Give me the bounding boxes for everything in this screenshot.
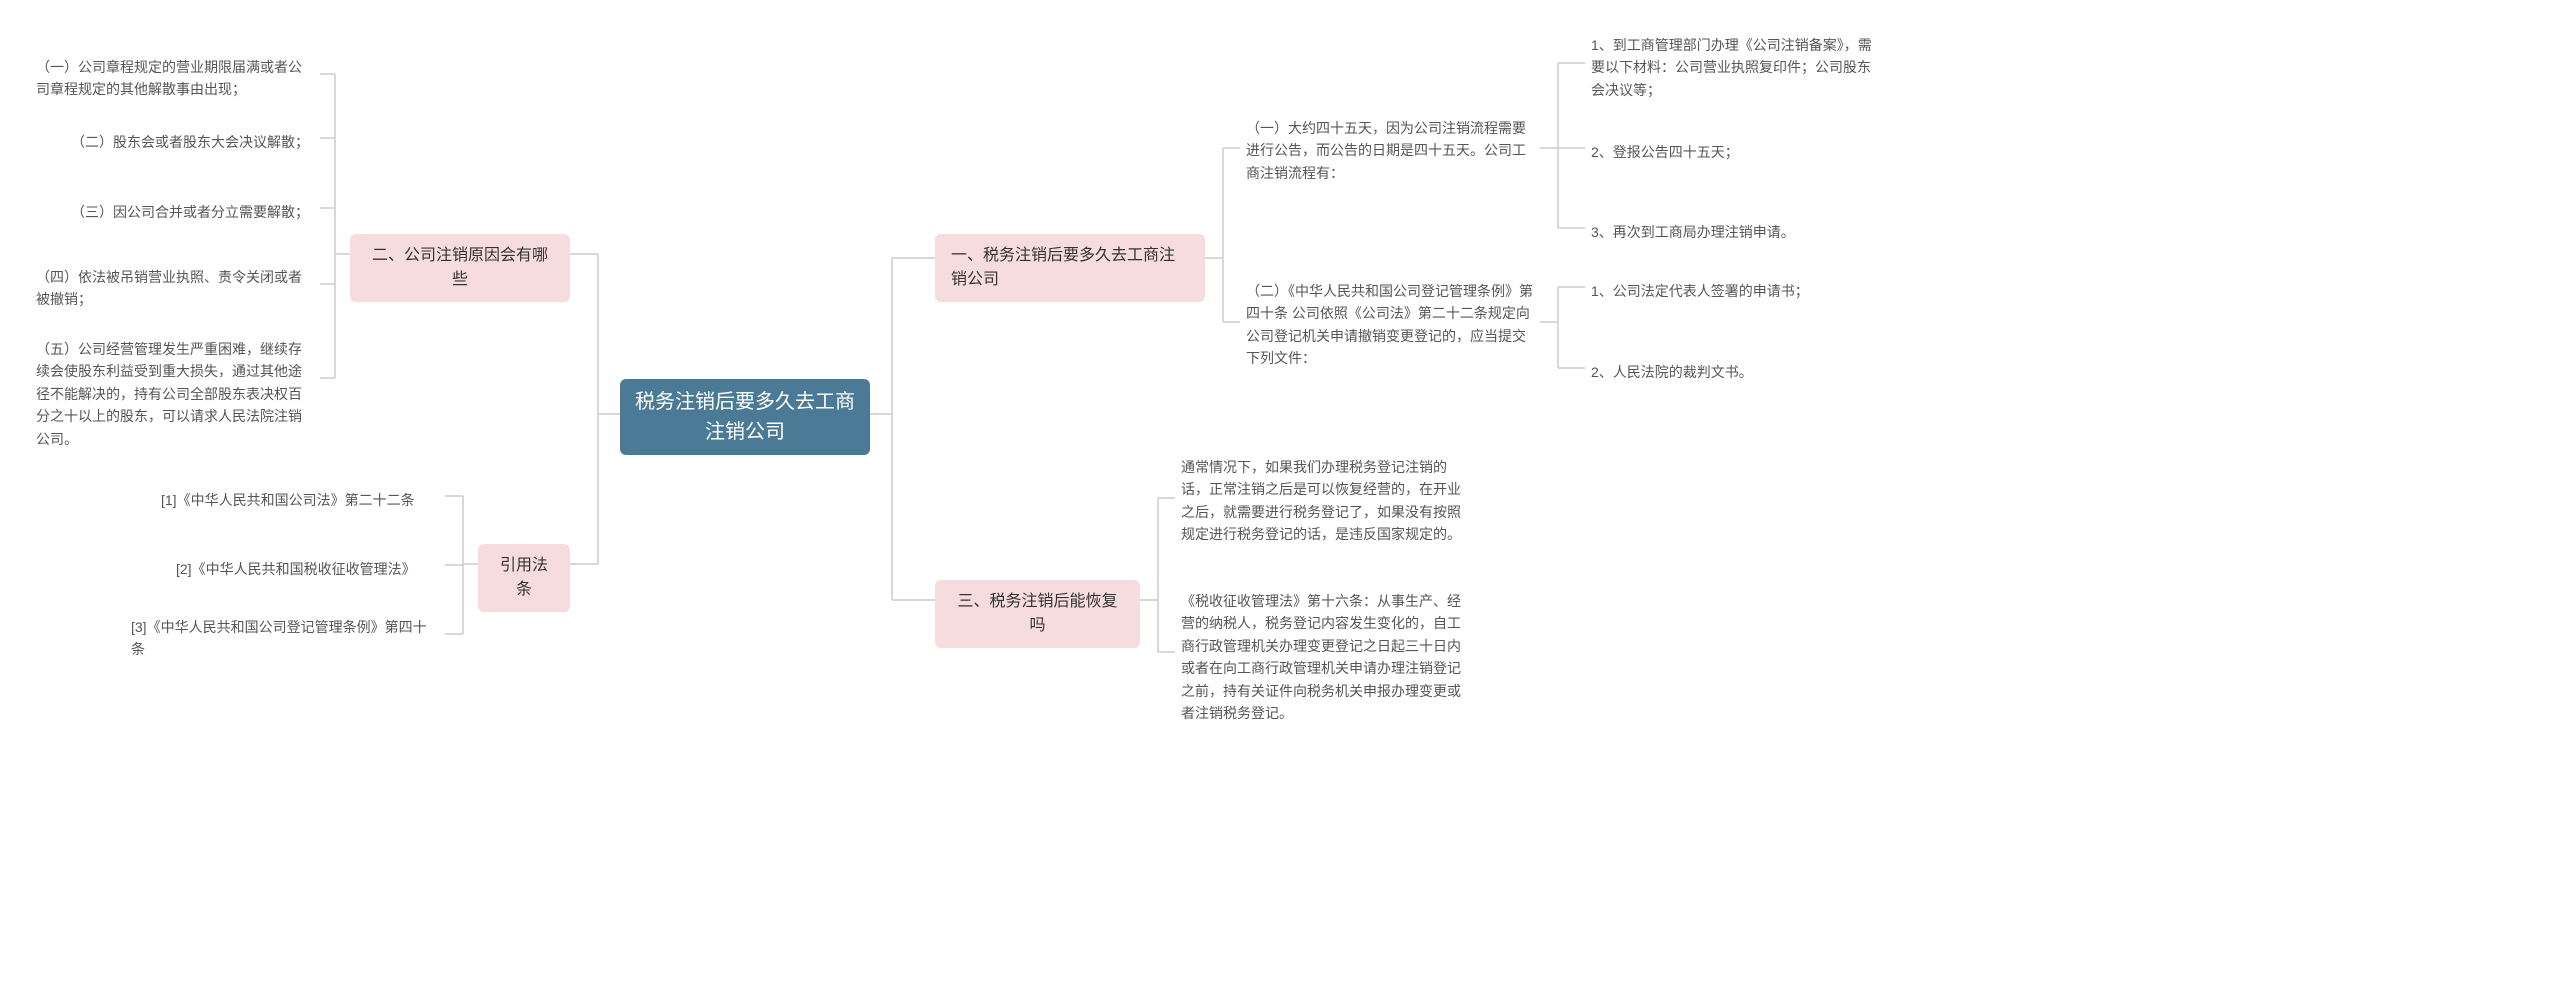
law-item-3: [3]《中华人民共和国公司登记管理条例》第四十条 bbox=[125, 612, 445, 665]
law-item-3-text: [3]《中华人民共和国公司登记管理条例》第四十条 bbox=[131, 616, 439, 661]
duration-sub-2b: 2、人民法院的裁判文书。 bbox=[1585, 357, 1785, 387]
mindmap-root: 税务注销后要多久去工商注销公司 bbox=[620, 379, 870, 455]
reason-item-1-text: （一）公司章程规定的营业期限届满或者公司章程规定的其他解散事由出现； bbox=[36, 56, 314, 101]
duration-sub-2: （二）《中华人民共和国公司登记管理条例》第四十条 公司依照《公司法》第二十二条规… bbox=[1240, 276, 1540, 374]
branch-duration: 一、税务注销后要多久去工商注销公司 bbox=[935, 234, 1205, 302]
reason-item-3-text: （三）因公司合并或者分立需要解散； bbox=[71, 201, 309, 223]
reason-item-5: （五）公司经营管理发生严重困难，继续存续会使股东利益受到重大损失，通过其他途径不… bbox=[30, 334, 320, 454]
duration-sub-1: （一）大约四十五天，因为公司注销流程需要进行公告，而公告的日期是四十五天。公司工… bbox=[1240, 113, 1540, 188]
recover-item-1-text: 通常情况下，如果我们办理税务登记注销的话，正常注销之后是可以恢复经营的，在开业之… bbox=[1181, 456, 1469, 546]
law-item-2: [2]《中华人民共和国税收征收管理法》 bbox=[170, 554, 445, 584]
reason-item-4-text: （四）依法被吊销营业执照、责令关闭或者被撤销； bbox=[36, 266, 314, 311]
reason-item-2-text: （二）股东会或者股东大会决议解散； bbox=[71, 131, 309, 153]
reason-item-5-text: （五）公司经营管理发生严重困难，继续存续会使股东利益受到重大损失，通过其他途径不… bbox=[36, 338, 314, 450]
duration-sub-2b-text: 2、人民法院的裁判文书。 bbox=[1591, 361, 1753, 383]
duration-sub-2a: 1、公司法定代表人签署的申请书； bbox=[1585, 276, 1835, 306]
branch-duration-label: 一、税务注销后要多久去工商注销公司 bbox=[951, 244, 1189, 292]
branch-recover-label: 三、税务注销后能恢复吗 bbox=[951, 590, 1124, 638]
branch-reasons: 二、公司注销原因会有哪些 bbox=[350, 234, 570, 302]
law-item-2-text: [2]《中华人民共和国税收征收管理法》 bbox=[176, 558, 416, 580]
reason-item-3: （三）因公司合并或者分立需要解散； bbox=[65, 197, 320, 227]
branch-reasons-label: 二、公司注销原因会有哪些 bbox=[366, 244, 554, 292]
duration-sub-1-text: （一）大约四十五天，因为公司注销流程需要进行公告，而公告的日期是四十五天。公司工… bbox=[1246, 117, 1534, 184]
recover-item-2-text: 《税收征收管理法》第十六条：从事生产、经营的纳税人，税务登记内容发生变化的，自工… bbox=[1181, 590, 1469, 724]
duration-sub-1c: 3、再次到工商局办理注销申请。 bbox=[1585, 217, 1825, 247]
law-item-1-text: [1]《中华人民共和国公司法》第二十二条 bbox=[161, 489, 415, 511]
branch-recover: 三、税务注销后能恢复吗 bbox=[935, 580, 1140, 648]
branch-laws-label: 引用法条 bbox=[494, 554, 554, 602]
recover-item-1: 通常情况下，如果我们办理税务登记注销的话，正常注销之后是可以恢复经营的，在开业之… bbox=[1175, 452, 1475, 550]
law-item-1: [1]《中华人民共和国公司法》第二十二条 bbox=[155, 485, 445, 515]
duration-sub-1b: 2、登报公告四十五天； bbox=[1585, 137, 1785, 167]
reason-item-1: （一）公司章程规定的营业期限届满或者公司章程规定的其他解散事由出现； bbox=[30, 52, 320, 105]
branch-laws: 引用法条 bbox=[478, 544, 570, 612]
reason-item-4: （四）依法被吊销营业执照、责令关闭或者被撤销； bbox=[30, 262, 320, 315]
root-text: 税务注销后要多久去工商注销公司 bbox=[634, 387, 856, 447]
duration-sub-1a: 1、到工商管理部门办理《公司注销备案》，需要以下材料：公司营业执照复印件；公司股… bbox=[1585, 30, 1885, 105]
recover-item-2: 《税收征收管理法》第十六条：从事生产、经营的纳税人，税务登记内容发生变化的，自工… bbox=[1175, 586, 1475, 728]
duration-sub-1a-text: 1、到工商管理部门办理《公司注销备案》，需要以下材料：公司营业执照复印件；公司股… bbox=[1591, 34, 1879, 101]
duration-sub-1b-text: 2、登报公告四十五天； bbox=[1591, 141, 1739, 163]
duration-sub-1c-text: 3、再次到工商局办理注销申请。 bbox=[1591, 221, 1795, 243]
reason-item-2: （二）股东会或者股东大会决议解散； bbox=[65, 127, 320, 157]
duration-sub-2a-text: 1、公司法定代表人签署的申请书； bbox=[1591, 280, 1809, 302]
duration-sub-2-text: （二）《中华人民共和国公司登记管理条例》第四十条 公司依照《公司法》第二十二条规… bbox=[1246, 280, 1534, 370]
